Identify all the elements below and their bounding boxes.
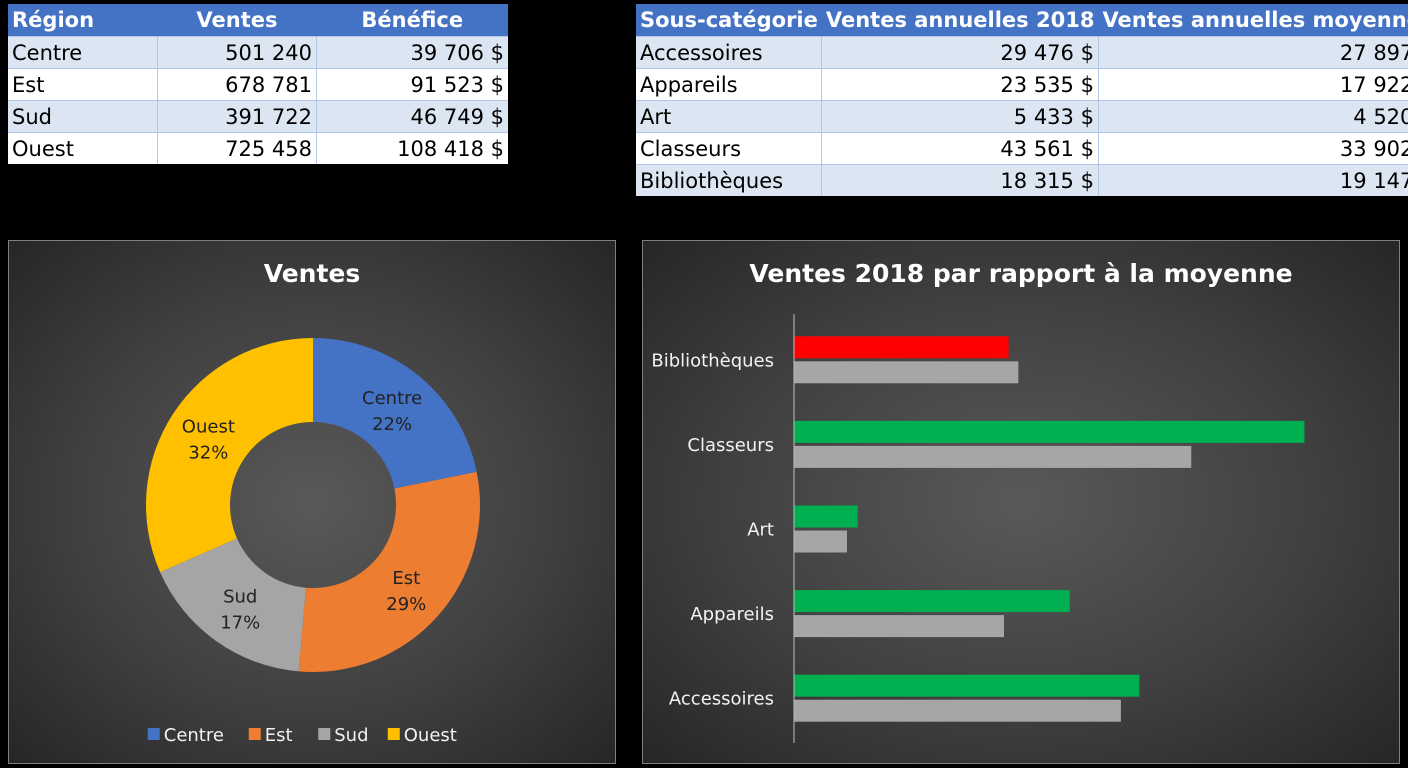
region-table-row: Est 678 781 91 523 $ [8, 68, 508, 101]
region-table: Région Ventes Bénéfice Centre 501 240 39 706… [8, 4, 508, 164]
region-table-cell: 725 458 [156, 132, 317, 164]
category-label-art: Art [747, 520, 774, 541]
subcategory-table-header-cell: Sous-catégorie [636, 4, 822, 37]
category-label-accessoires: Accessoires [669, 689, 774, 710]
bar-average-accessoires [794, 699, 1121, 722]
donut-slice-label: Ouest [182, 417, 235, 438]
bar-chart: Bibliothèques Classeurs Art Appareils Access… [651, 314, 1305, 743]
subcategory-table-cell: Bibliothèques [636, 164, 822, 196]
region-table-cell: 108 418 $ [315, 132, 508, 164]
subcategory-table-cell: Accessoires [636, 36, 822, 69]
donut-chart-panel: Ventes Centre 22% Est 29% Sud 17% Ouest 32% Cent… [8, 240, 616, 764]
subcategory-table-cell: Classeurs [636, 132, 822, 165]
subcategory-table-cell: 29 476 $ [821, 36, 1099, 69]
donut-chart-title: Ventes [263, 259, 361, 288]
donut-slice-centre [313, 338, 477, 489]
bar-average-bibliothèques [794, 361, 1019, 384]
region-table-cell: Centre [8, 36, 158, 69]
subcategory-table-cell: Appareils [636, 68, 822, 101]
region-table-cell: 46 749 $ [315, 100, 508, 133]
donut-slice-est [298, 471, 480, 672]
bar-chart-title: Ventes 2018 par rapport à la moyenne [749, 259, 1293, 288]
legend-label-ouest: Ouest [404, 725, 457, 746]
subcategory-table-cell: 5 433 $ [821, 100, 1099, 133]
donut-slice-percent: 29% [386, 594, 426, 615]
donut-slice-sud [160, 538, 306, 672]
region-table-cell: Sud [8, 100, 158, 133]
donut-slice-percent: 32% [188, 443, 228, 464]
subcategory-table-cell: 4 520 $ [1097, 100, 1408, 133]
donut-slice-percent: 22% [372, 414, 412, 435]
subcategory-table-cell: 43 561 $ [821, 132, 1099, 165]
legend-swatch-est [248, 728, 261, 740]
region-table-row: Centre 501 240 39 706 $ [8, 36, 508, 69]
subcategory-table-header: Sous-catégorie Ventes annuelles 2018 Vente… [636, 4, 1408, 37]
region-table-row: Ouest 725 458 108 418 $ [8, 132, 508, 164]
bar-2018-classeurs [794, 420, 1305, 443]
bar-average-appareils [794, 615, 1004, 638]
region-table-cell: 91 523 $ [315, 68, 508, 101]
legend-label-est: Est [265, 725, 293, 746]
subcategory-table-cell: 27 897 $ [1097, 36, 1408, 69]
subcategory-table: Sous-catégorie Ventes annuelles 2018 Vente… [636, 4, 1408, 196]
donut-slice-label: Sud [223, 587, 257, 608]
category-label-bibliothèques: Bibliothèques [651, 350, 774, 371]
subcategory-table-header-cell: Ventes annuelles moyennes [1098, 4, 1408, 37]
bar-average-classeurs [794, 445, 1192, 468]
bar-2018-accessoires [794, 674, 1140, 697]
subcategory-table-cell: 18 315 $ [821, 164, 1099, 196]
region-table-cell: 391 722 [156, 100, 317, 133]
bar-2018-art [794, 505, 858, 528]
region-table-cell: 39 706 $ [315, 36, 508, 69]
legend-label-sud: Sud [334, 725, 368, 746]
region-table-cell: Est [8, 68, 158, 101]
region-table-cell: 501 240 [156, 36, 317, 69]
donut-slice-ouest [145, 338, 313, 573]
region-table-header: Région Ventes Bénéfice [8, 4, 508, 37]
donut-chart: Centre 22% Est 29% Sud 17% Ouest 32% Centre Est Su… [145, 338, 480, 746]
region-table-header-cell: Ventes [157, 4, 317, 37]
bar-2018-bibliothèques [794, 336, 1009, 359]
region-table-header-cell: Région [8, 4, 158, 37]
region-table-cell: Ouest [8, 132, 158, 164]
subcategory-table-cell: 23 535 $ [821, 68, 1099, 101]
donut-slice-label: Est [392, 568, 420, 589]
region-table-cell: 678 781 [156, 68, 317, 101]
donut-slice-percent: 17% [220, 613, 260, 634]
subcategory-table-cell: 19 147 $ [1097, 164, 1408, 196]
legend-swatch-sud [318, 728, 331, 740]
bar-average-art [794, 530, 847, 553]
category-label-classeurs: Classeurs [687, 435, 774, 456]
legend-swatch-centre [147, 728, 160, 740]
category-label-appareils: Appareils [690, 604, 774, 625]
bar-2018-appareils [794, 590, 1070, 613]
subcategory-table-cell: 17 922 $ [1097, 68, 1408, 101]
region-table-header-cell: Bénéfice [316, 4, 508, 37]
subcategory-table-header-cell: Ventes annuelles 2018 [821, 4, 1099, 37]
bar-chart-panel: Ventes 2018 par rapport à la moyenne Bib… [642, 240, 1400, 764]
region-table-row: Sud 391 722 46 749 $ [8, 100, 508, 133]
region-table-body: Centre 501 240 39 706 $ Est 678 781 91 523 $ S… [8, 36, 508, 164]
legend-swatch-ouest [387, 728, 400, 740]
donut-slice-label: Centre [362, 388, 422, 409]
legend-label-centre: Centre [164, 725, 224, 746]
subcategory-table-cell: Art [636, 100, 822, 133]
subcategory-table-cell: 33 902 $ [1097, 132, 1408, 165]
